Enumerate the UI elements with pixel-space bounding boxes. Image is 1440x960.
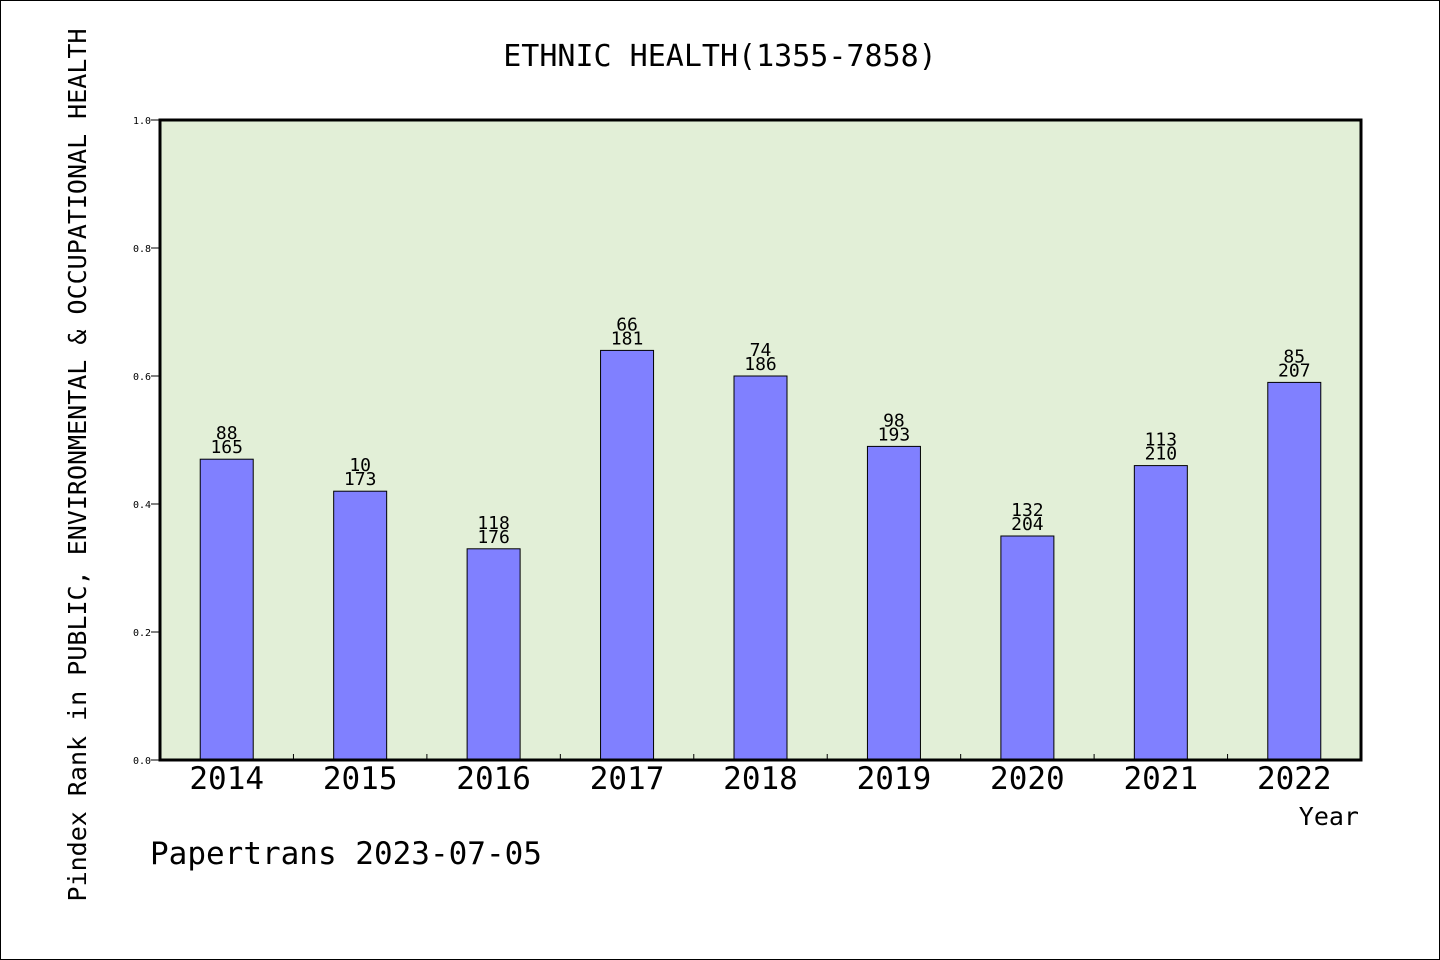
data-label-top: 132 <box>1011 500 1044 521</box>
data-label-bottom: 176 <box>477 527 510 548</box>
data-label-bottom: 165 <box>210 437 243 458</box>
data-label-top: 66 <box>616 314 638 335</box>
bar-2019 <box>866 445 921 761</box>
y-tick-label: 1.0 <box>133 116 151 127</box>
data-label-top: 118 <box>477 513 510 534</box>
x-tick-label: 2014 <box>189 761 264 797</box>
y-tick-label: 0.2 <box>133 628 151 639</box>
footer-text: Papertrans 2023-07-05 <box>150 836 542 872</box>
x-tick-label: 2020 <box>990 761 1065 797</box>
y-tick-label: 0.8 <box>133 244 151 255</box>
data-label-top: 74 <box>750 340 772 361</box>
data-label-top: 88 <box>216 423 238 444</box>
bar-2020 <box>1000 535 1055 761</box>
data-label-bottom: 173 <box>344 469 377 490</box>
data-label-bottom: 193 <box>878 424 911 445</box>
y-axis-label: Pindex Rank in PUBLIC, ENVIRONMENTAL & O… <box>63 29 92 902</box>
data-label-top: 98 <box>883 410 905 431</box>
bar-2016 <box>466 548 521 761</box>
data-label-bottom: 210 <box>1145 444 1178 465</box>
x-axis-label: Year <box>1299 802 1359 831</box>
x-tick-label: 2016 <box>456 761 531 797</box>
bar-2018 <box>733 375 788 761</box>
y-tick-label: 0.4 <box>133 500 151 511</box>
data-label-bottom: 181 <box>611 328 644 349</box>
bar-2021 <box>1133 465 1188 761</box>
plot-border <box>158 118 1363 762</box>
bar-2014 <box>199 458 254 761</box>
data-label-bottom: 186 <box>744 354 777 375</box>
bar-2022 <box>1267 381 1322 761</box>
data-label-bottom: 204 <box>1011 514 1044 535</box>
y-tick-label: 0.0 <box>133 756 151 767</box>
data-label-top: 113 <box>1145 430 1178 451</box>
bar-2015 <box>333 490 388 761</box>
x-tick-label: 2018 <box>723 761 798 797</box>
bar-2017 <box>600 349 655 761</box>
y-tick-label: 0.6 <box>133 372 151 383</box>
x-tick-label: 2015 <box>323 761 398 797</box>
x-tick-label: 2021 <box>1124 761 1199 797</box>
data-label-bottom: 207 <box>1278 360 1311 381</box>
data-label-top: 10 <box>349 455 371 476</box>
x-tick-label: 2022 <box>1257 761 1332 797</box>
x-tick-label: 2019 <box>857 761 932 797</box>
chart-title: ETHNIC HEALTH(1355-7858) <box>503 39 936 74</box>
x-tick-label: 2017 <box>590 761 665 797</box>
data-label-top: 85 <box>1283 346 1305 367</box>
